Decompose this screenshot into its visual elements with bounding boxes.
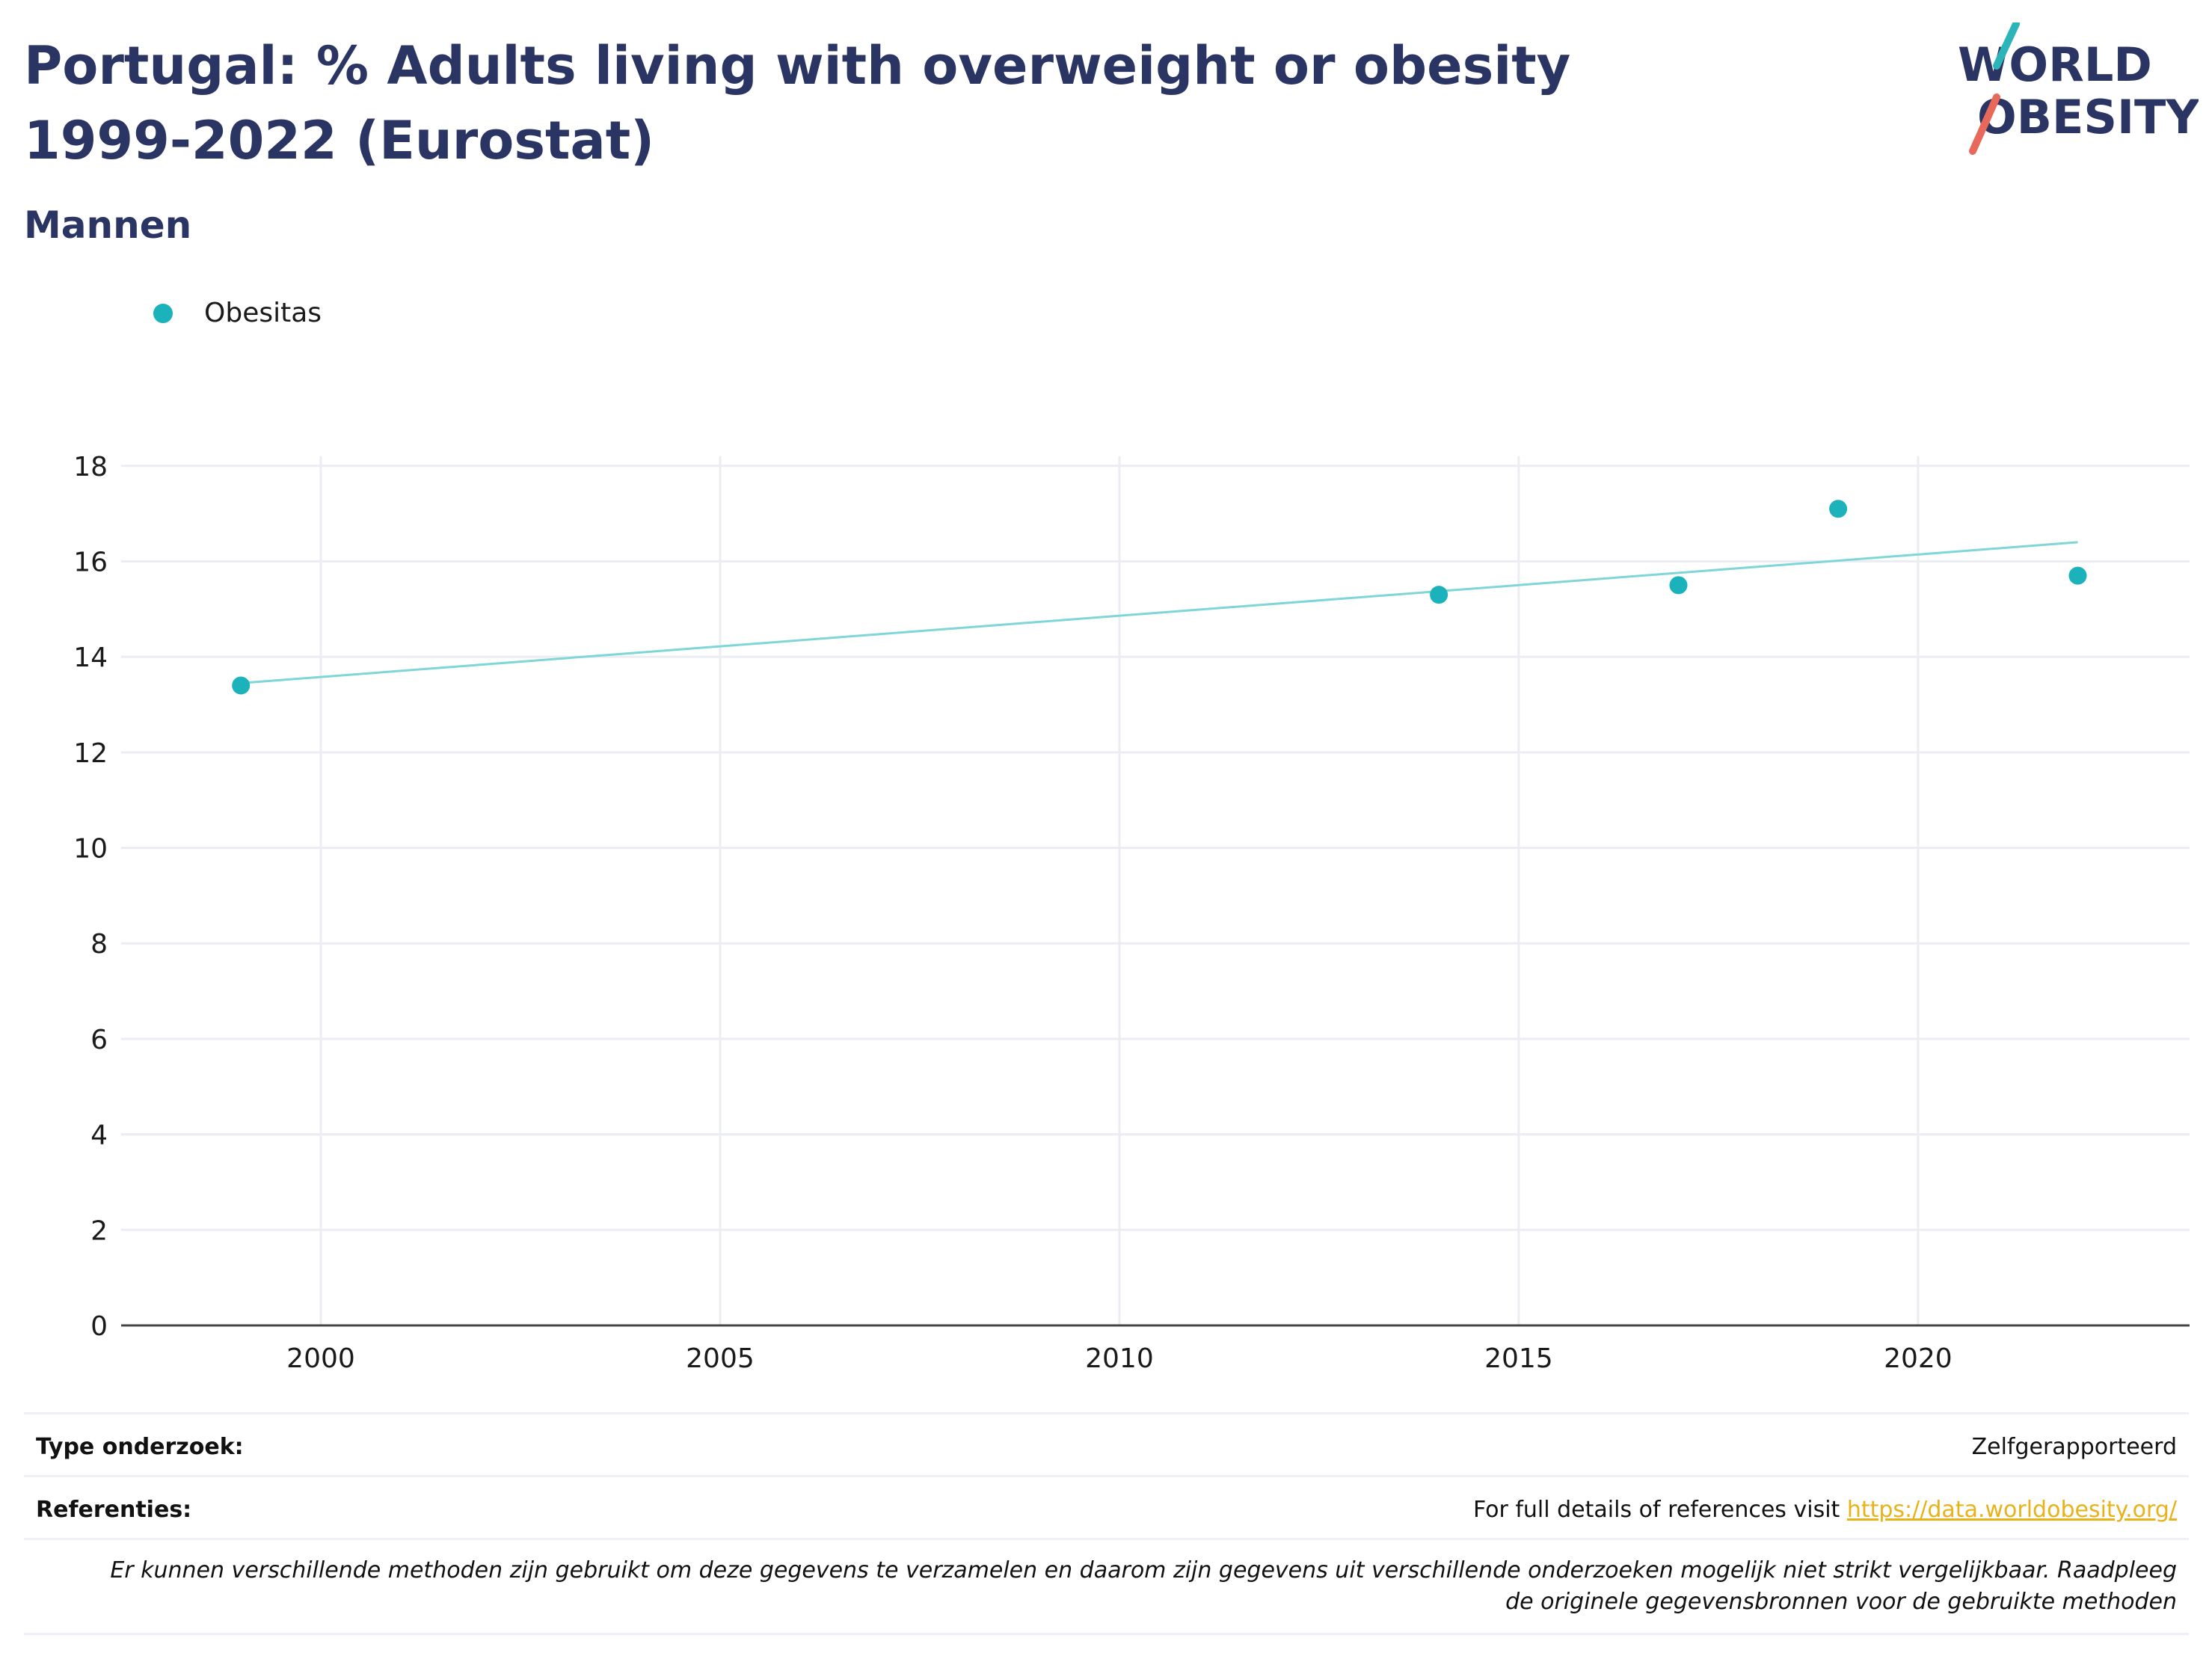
footer-row-type: Type onderzoek: Zelfgerapporteerd — [24, 1412, 2189, 1477]
y-tick-label: 0 — [90, 1311, 108, 1342]
legend[interactable]: Obesitas — [153, 298, 322, 328]
grid — [121, 456, 2190, 1325]
x-tick-label: 2010 — [1085, 1343, 1154, 1374]
footer-row-references: Referenties: For full details of referen… — [24, 1475, 2189, 1540]
references-label: Referenties: — [36, 1497, 192, 1523]
type-value: Zelfgerapporteerd — [1971, 1434, 2177, 1460]
footer-row-note: Er kunnen verschillende methoden zijn ge… — [24, 1538, 2189, 1635]
data-point — [1829, 500, 1848, 518]
world-obesity-logo: WORLD OBESITY — [1958, 22, 2199, 155]
chart-subtitle: Mannen — [24, 203, 192, 247]
y-tick-label: 14 — [73, 643, 108, 673]
x-tick-label: 2020 — [1884, 1343, 1953, 1374]
type-label: Type onderzoek: — [36, 1434, 244, 1460]
logo-slash-teal — [1993, 22, 2020, 70]
scatter-chart: 0 2 4 6 8 10 12 14 16 18 2000 2005 2010 2015 2020 — [73, 452, 2190, 1374]
y-tick-label: 10 — [73, 834, 108, 865]
legend-marker — [153, 303, 173, 323]
y-tick-label: 12 — [73, 738, 108, 769]
references-link[interactable]: https://data.worldobesity.org/ — [1846, 1497, 2177, 1523]
y-tick-label: 4 — [90, 1120, 108, 1151]
trendline-layer — [241, 541, 2078, 684]
x-tick-label: 2015 — [1484, 1343, 1553, 1374]
trendline — [241, 541, 2078, 684]
note-line-1: Er kunnen verschillende methoden zijn ge… — [110, 1557, 2177, 1583]
chart-title: Portugal: % Adults living with overweigh… — [24, 35, 1571, 171]
y-tick-label: 18 — [73, 452, 108, 482]
logo-text-obesity: OBESITY — [1977, 90, 2199, 144]
x-tick-label: 2005 — [686, 1343, 755, 1374]
y-tick-label: 2 — [90, 1215, 108, 1246]
logo-slash-coral — [1969, 93, 2000, 155]
y-tick-label: 8 — [90, 929, 108, 960]
data-point — [1669, 576, 1688, 595]
data-point — [232, 676, 251, 695]
data-point — [1430, 586, 1448, 604]
y-tick-label: 6 — [90, 1025, 108, 1055]
references-text: For full details of references visit — [1472, 1497, 1847, 1523]
data-point — [2068, 566, 2087, 585]
references-value: For full details of references visit htt… — [1473, 1497, 2177, 1523]
y-tick-label: 16 — [73, 547, 108, 577]
methodology-note: Er kunnen verschillende methoden zijn ge… — [38, 1555, 2177, 1618]
x-tick-label: 2000 — [286, 1343, 355, 1374]
legend-label: Obesitas — [204, 298, 322, 328]
logo-text-world: WORLD — [1958, 37, 2152, 92]
note-line-2: de originele gegevensbronnen voor de geb… — [1505, 1589, 2177, 1615]
data-points — [232, 500, 2087, 695]
axes: 0 2 4 6 8 10 12 14 16 18 2000 2005 2010 2015 2020 — [73, 452, 2190, 1374]
